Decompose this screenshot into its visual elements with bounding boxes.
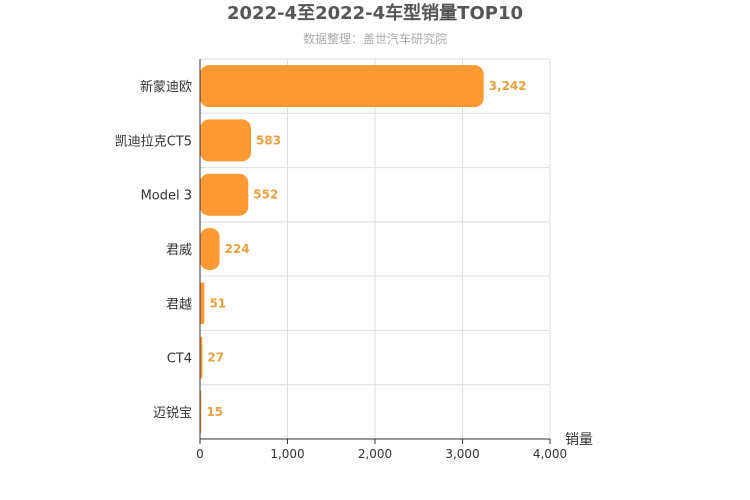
x-tick-label: 0 [196, 447, 204, 461]
bar [200, 228, 220, 270]
bar [200, 336, 203, 379]
value-label: 3,242 [489, 79, 527, 93]
category-label: 君越 [166, 297, 192, 312]
value-label: 51 [209, 296, 226, 310]
category-label: 新蒙迪欧 [140, 79, 192, 95]
bar [200, 173, 249, 216]
bar [200, 119, 252, 162]
x-tick-label: 3,000 [445, 447, 479, 461]
bar [200, 282, 205, 325]
value-label: 27 [207, 351, 224, 365]
x-tick-label: 2,000 [358, 447, 392, 461]
grid-lines [200, 58, 551, 439]
category-label: 君威 [166, 243, 192, 258]
x-tick-label: 4,000 [533, 447, 567, 461]
x-tick-labels: 0 1,000 2,000 3,000 4,000 [196, 439, 567, 461]
value-label: 15 [206, 405, 223, 419]
value-label: 552 [253, 188, 278, 202]
x-tick-label: 1,000 [270, 447, 304, 461]
value-label: 583 [256, 133, 281, 147]
value-label: 224 [225, 242, 250, 256]
category-label: 凯迪拉克CT5 [115, 134, 192, 149]
x-axis-name: 销量 [565, 432, 593, 448]
bar [200, 65, 484, 108]
category-label: Model 3 [141, 189, 192, 204]
category-label: 迈锐宝 [153, 406, 192, 421]
value-labels: 3,242 583 552 224 51 27 15 [206, 79, 526, 419]
chart-title: 2022-4至2022-4车型销量TOP10 [227, 2, 523, 24]
category-label: CT4 [167, 352, 192, 367]
bars [200, 65, 484, 433]
chart-subtitle: 数据整理：盖世汽车研究院 [303, 31, 447, 46]
